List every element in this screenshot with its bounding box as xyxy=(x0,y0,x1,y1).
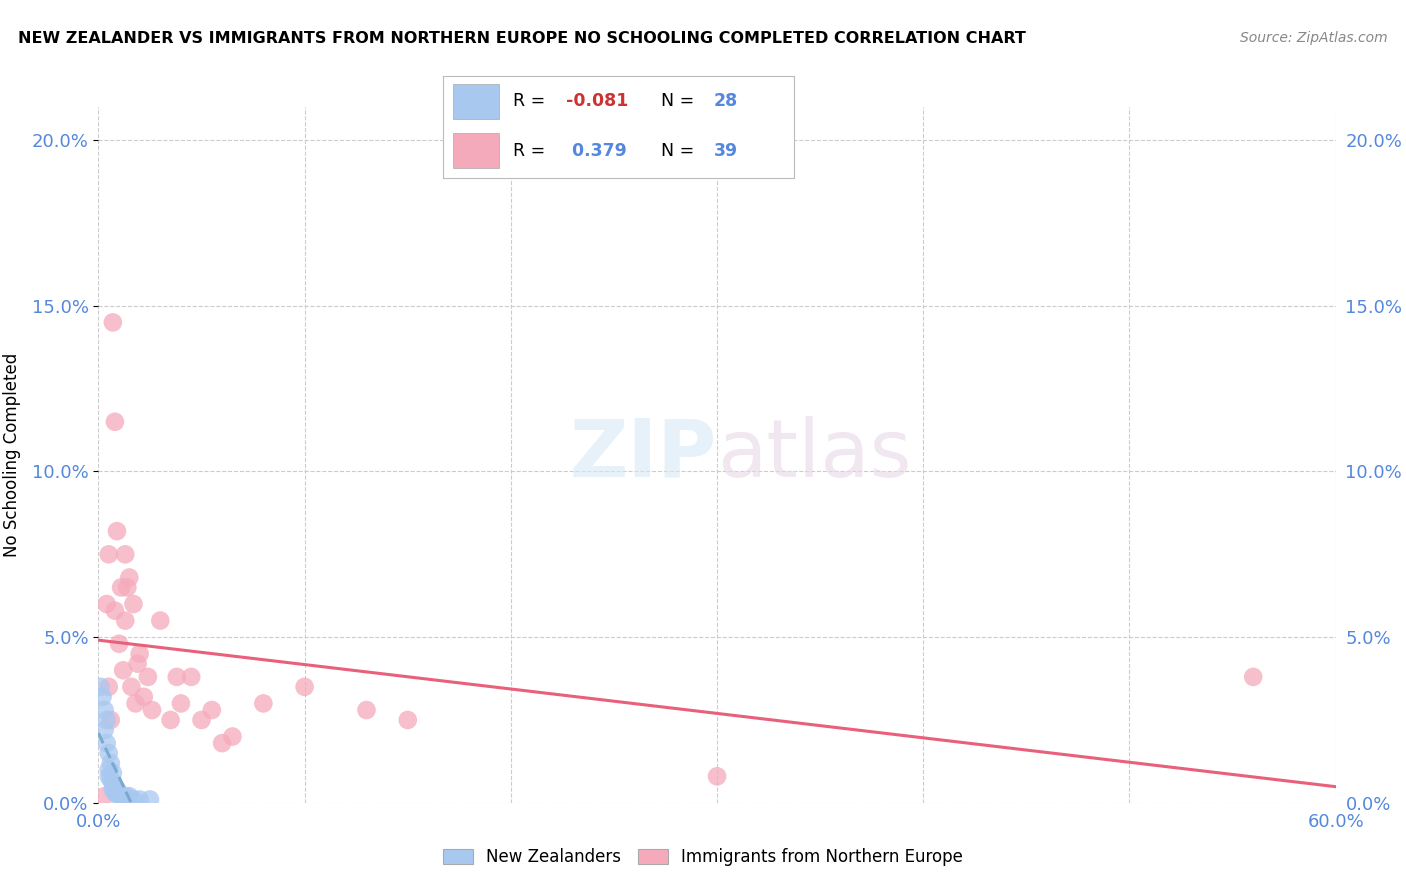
Point xyxy=(122,792,145,806)
Point xyxy=(112,663,135,677)
Point xyxy=(100,713,122,727)
Point xyxy=(117,581,139,595)
Point xyxy=(139,792,162,806)
Point xyxy=(108,789,131,804)
Point xyxy=(108,637,131,651)
Text: N =: N = xyxy=(661,142,700,160)
Bar xyxy=(453,133,499,168)
Point xyxy=(97,547,120,561)
Point xyxy=(118,789,141,804)
Point xyxy=(114,614,136,628)
Point xyxy=(104,786,127,800)
Text: R =: R = xyxy=(513,93,551,111)
Point xyxy=(221,730,243,744)
Point xyxy=(108,786,131,800)
Point xyxy=(97,763,120,777)
Point xyxy=(159,713,181,727)
Point xyxy=(101,315,124,329)
Text: N =: N = xyxy=(661,93,700,111)
Point xyxy=(104,415,127,429)
Point xyxy=(1241,670,1264,684)
Point xyxy=(93,723,115,737)
Y-axis label: No Schooling Completed: No Schooling Completed xyxy=(3,353,21,557)
Point xyxy=(93,703,115,717)
Point xyxy=(96,713,118,727)
Point xyxy=(149,614,172,628)
Point xyxy=(706,769,728,783)
Text: 0.379: 0.379 xyxy=(565,142,627,160)
Point xyxy=(294,680,316,694)
Point xyxy=(170,697,193,711)
Text: ZIP: ZIP xyxy=(569,416,717,494)
Legend: New Zealanders, Immigrants from Northern Europe: New Zealanders, Immigrants from Northern… xyxy=(434,840,972,875)
Point xyxy=(117,792,139,806)
Text: 39: 39 xyxy=(713,142,738,160)
Point xyxy=(114,547,136,561)
Point xyxy=(97,680,120,694)
Point xyxy=(252,697,274,711)
Text: -0.081: -0.081 xyxy=(565,93,628,111)
Text: atlas: atlas xyxy=(717,416,911,494)
Point xyxy=(96,597,118,611)
Point xyxy=(166,670,188,684)
Point xyxy=(104,779,127,793)
Text: Source: ZipAtlas.com: Source: ZipAtlas.com xyxy=(1240,31,1388,45)
Point xyxy=(127,657,149,671)
Point xyxy=(128,647,150,661)
Point xyxy=(93,789,115,804)
Point xyxy=(120,680,142,694)
Text: 28: 28 xyxy=(713,93,738,111)
Point xyxy=(110,581,132,595)
Point xyxy=(91,690,114,704)
Point xyxy=(180,670,202,684)
Point xyxy=(118,570,141,584)
Point xyxy=(136,670,159,684)
Point xyxy=(101,766,124,780)
Text: R =: R = xyxy=(513,142,551,160)
Point xyxy=(141,703,163,717)
Point xyxy=(105,524,128,538)
Point xyxy=(356,703,378,717)
Point xyxy=(396,713,419,727)
Point xyxy=(211,736,233,750)
Point xyxy=(105,786,128,800)
Point xyxy=(96,736,118,750)
Point xyxy=(190,713,212,727)
Point xyxy=(201,703,224,717)
Point xyxy=(101,782,124,797)
Point xyxy=(110,789,132,804)
Point xyxy=(100,756,122,770)
Point xyxy=(124,697,146,711)
Point xyxy=(100,772,122,787)
Point xyxy=(122,597,145,611)
Text: NEW ZEALANDER VS IMMIGRANTS FROM NORTHERN EUROPE NO SCHOOLING COMPLETED CORRELAT: NEW ZEALANDER VS IMMIGRANTS FROM NORTHER… xyxy=(18,31,1026,46)
Point xyxy=(89,680,111,694)
Point xyxy=(132,690,155,704)
Point xyxy=(97,769,120,783)
Point xyxy=(97,746,120,760)
Point xyxy=(104,604,127,618)
Bar xyxy=(453,84,499,119)
Point xyxy=(105,782,128,797)
Point xyxy=(112,789,135,804)
Point xyxy=(114,789,136,804)
Point xyxy=(101,776,124,790)
Point xyxy=(128,792,150,806)
